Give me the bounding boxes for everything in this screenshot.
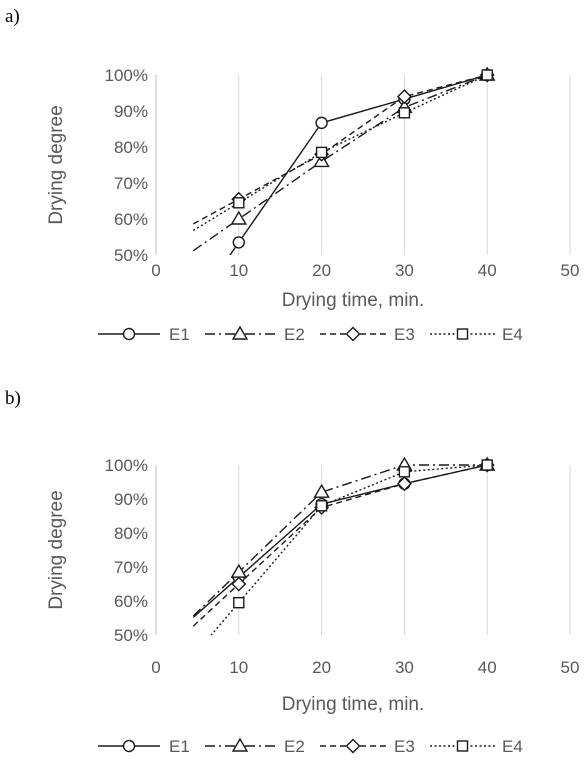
legend-marker-diamond-icon (345, 738, 361, 754)
x-tick-label: 40 (478, 658, 497, 677)
series-line-e4 (210, 464, 488, 635)
data-point-e2 (230, 210, 248, 225)
x-tick-label: 40 (478, 261, 497, 280)
data-point-e1 (232, 236, 246, 249)
series-line-e2 (192, 464, 488, 617)
legend-marker-circle-icon (122, 739, 136, 753)
series-line-e3 (192, 74, 488, 225)
x-tick-label: 50 (561, 261, 580, 280)
legend-marker-circle-icon (122, 327, 136, 341)
y-tick-label: 100% (105, 66, 148, 85)
chart-panel-b: b) 50% 60% 70% 80% 90% 100% 0 10 20 30 40 50 Drying t… (5, 388, 579, 756)
x-axis-title: Drying time, min. (282, 694, 425, 715)
y-tick-label: 70% (114, 174, 148, 193)
data-point-e4 (481, 69, 493, 81)
y-axis-title: Drying degree (46, 490, 67, 609)
data-point-e3 (396, 476, 412, 492)
y-tick-label: 60% (114, 210, 148, 229)
legend-label: E2 (284, 737, 305, 756)
x-tick-label: 30 (395, 261, 414, 280)
y-tick-label: 60% (114, 592, 148, 611)
data-point-e2 (313, 483, 330, 498)
legend: E1 E2 E3 E4 (98, 325, 523, 344)
y-tick-label: 50% (114, 626, 148, 645)
y-tick-label: 90% (114, 490, 148, 509)
y-axis-title: Drying degree (46, 105, 67, 224)
legend-marker-triangle-icon (231, 325, 249, 340)
legend-marker-square-icon (456, 328, 469, 340)
x-tick-label: 30 (395, 658, 414, 677)
legend-marker-triangle-icon (231, 737, 249, 752)
legend-label: E1 (169, 325, 190, 344)
panel-label: b) (5, 388, 21, 409)
x-tick-label: 20 (312, 658, 331, 677)
legend-label: E4 (502, 737, 523, 756)
x-tick-label: 10 (229, 658, 248, 677)
legend-marker-diamond-icon (345, 326, 361, 342)
data-point-e4 (233, 597, 245, 609)
x-tick-label: 0 (151, 261, 160, 280)
legend-label: E2 (284, 325, 305, 344)
data-point-e3 (396, 89, 412, 105)
x-axis-title: Drying time, min. (282, 290, 425, 311)
data-point-e4 (233, 197, 245, 209)
y-tick-label: 50% (114, 246, 148, 265)
legend-label: E1 (169, 737, 190, 756)
data-point-e4 (398, 107, 411, 119)
x-tick-label: 20 (312, 261, 331, 280)
y-tick-label: 90% (114, 102, 148, 121)
y-tick-label: 80% (114, 524, 148, 543)
y-tick-label: 100% (105, 456, 148, 475)
x-tick-label: 50 (561, 658, 580, 677)
panel-label: a) (5, 6, 20, 27)
data-point-e3 (231, 576, 247, 592)
x-tick-label: 10 (229, 261, 248, 280)
legend-marker-square-icon (456, 740, 469, 752)
y-tick-label: 70% (114, 558, 148, 577)
legend-label: E3 (394, 325, 415, 344)
data-point-e2 (230, 563, 248, 578)
series-line-e2 (192, 74, 488, 252)
chart-panel-a: a) 50% 60% 70% 80% 90% 100% 0 10 20 30 40 50 Drying t… (5, 6, 579, 344)
data-point-e4 (398, 466, 411, 478)
data-point-e1 (315, 116, 328, 130)
data-point-e4 (315, 146, 328, 159)
series-line-e1 (192, 464, 488, 618)
y-tick-label: 80% (114, 138, 148, 157)
legend: E1 E2 E3 E4 (98, 737, 523, 756)
data-point-e4 (315, 500, 328, 512)
legend-label: E4 (502, 325, 523, 344)
x-tick-label: 0 (151, 658, 160, 677)
legend-label: E3 (394, 737, 415, 756)
data-point-e4 (481, 459, 493, 471)
